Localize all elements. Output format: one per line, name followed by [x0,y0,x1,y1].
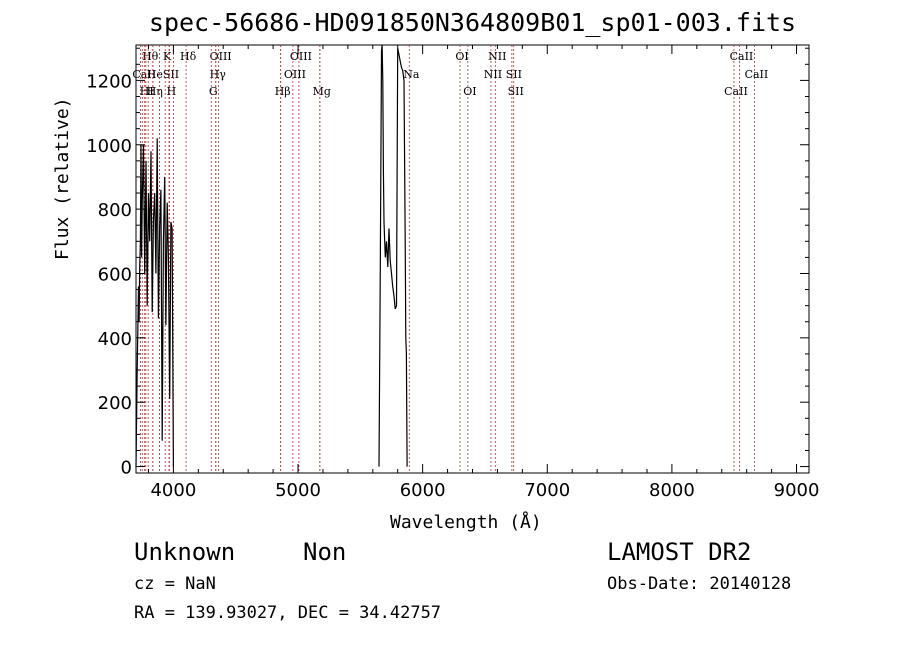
chart-title: spec-56686-HD091850N364809B01_sp01-003.f… [148,8,797,37]
x-tick-label: 9000 [774,480,820,501]
observation-date: Obs-Date: 20140128 [607,574,792,594]
y-tick-label: 0 [121,458,132,479]
line-label: OI [455,50,468,63]
x-tick-label: 6000 [400,480,446,501]
line-label: OIII [290,50,312,63]
object-subclass: Non [303,538,347,566]
y-tick-label: 600 [98,264,132,285]
y-tick-label: 800 [98,200,132,221]
x-axis-label: Wavelength (Å) [390,512,542,533]
y-tick-label: 1000 [86,136,132,157]
x-tick-label: 4000 [150,480,196,501]
line-label: Hθ [142,50,159,63]
line-label: OI [463,85,476,98]
spectrum-line [378,44,408,467]
line-label: K [163,50,172,63]
line-label: G [209,85,218,98]
line-label: SII [163,68,179,81]
plot-frame [135,44,810,474]
x-tick-label: 8000 [649,480,695,501]
line-label: Hβ [275,85,291,98]
line-label: CaII [745,68,769,81]
line-label: OIII [284,68,306,81]
object-class: Unknown [134,538,236,566]
line-label: CaII [132,68,156,81]
y-axis-label: Flux (relative) [52,97,73,260]
survey-name: LAMOST DR2 [607,538,752,566]
x-tick-label: 5000 [275,480,321,501]
line-label: Hγ [210,68,227,81]
y-tick-label: 400 [98,329,132,350]
line-label: HI [140,85,154,98]
line-label: NII [488,50,506,63]
line-label: Hη [147,85,163,98]
coordinates: RA = 139.93027, DEC = 34.42757 [134,603,442,623]
line-label: Mg [313,85,331,98]
x-tick-label: 7000 [524,480,570,501]
y-tick-label: 1200 [86,71,132,92]
spectrum-line [135,138,174,467]
line-label: OIII [210,50,232,63]
line-label: NII [484,68,502,81]
line-label: Na [403,68,420,81]
line-label: He [147,68,163,81]
line-label: Hδ [180,50,197,63]
line-label: SII [508,85,524,98]
line-label: CaII [730,50,754,63]
line-label: CaII [724,85,748,98]
redshift-cz: cz = NaN [134,574,216,594]
line-label: H [167,85,177,98]
y-tick-label: 200 [98,393,132,414]
